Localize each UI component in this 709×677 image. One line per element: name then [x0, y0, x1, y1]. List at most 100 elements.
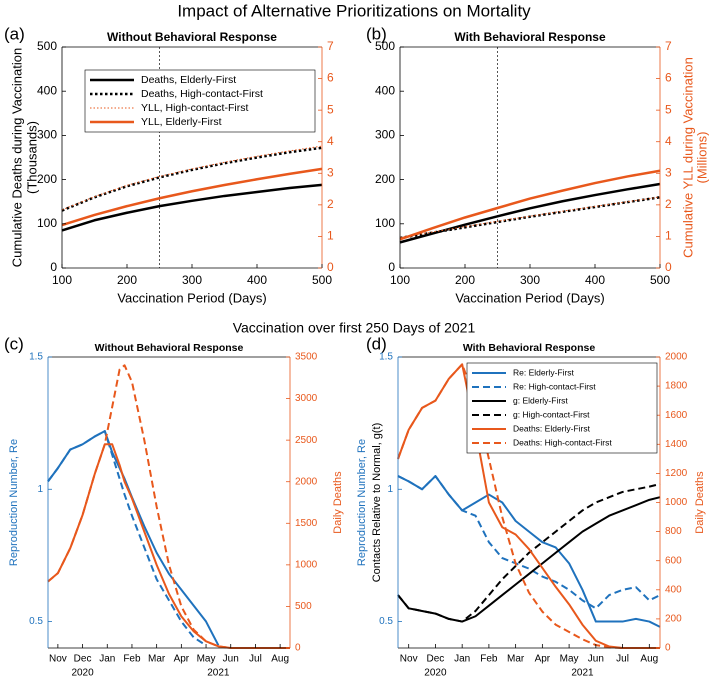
y2-tick-label: 1000: [295, 559, 318, 570]
series-line: [397, 475, 661, 628]
y-axis-label: (Thousands): [24, 121, 39, 194]
panel-label: (d): [366, 334, 387, 353]
x-tick-label: Aug: [271, 654, 289, 665]
x-tick-label: Jan: [454, 654, 470, 665]
legend-label: YLL, High-contact-First: [141, 102, 248, 114]
x-tick-label: 100: [390, 273, 410, 287]
series-line: [47, 430, 207, 647]
y2-tick-label: 2000: [295, 476, 318, 487]
y2-tick-label: 1500: [295, 518, 318, 529]
panel-label: (a): [4, 24, 25, 43]
y2-tick-label: 1600: [665, 410, 688, 421]
legend-label: Deaths, Elderly-First: [141, 74, 236, 86]
y-axis-label: Reproduction Number, Re: [356, 439, 368, 566]
y2-tick-label: 2: [327, 197, 334, 211]
y-tick-label: 300: [375, 128, 395, 142]
legend-label: g: High-contact-First: [513, 409, 590, 419]
y-tick-label: 0: [388, 260, 395, 274]
y2-tick-label: 3000: [295, 393, 318, 404]
y-tick-label: 200: [37, 172, 57, 186]
y2-tick-label: 1800: [665, 381, 688, 392]
y2-tick-label: 7: [327, 39, 334, 53]
y2-tick-label: 5: [665, 102, 672, 116]
panel-title: Without Behavioral Response: [95, 342, 244, 354]
panel-title: With Behavioral Response: [454, 30, 606, 44]
x-tick-label: 400: [247, 273, 267, 287]
y-tick-label: 400: [375, 83, 395, 97]
x-tick-label: Feb: [123, 654, 141, 665]
x-tick-label: Aug: [640, 654, 658, 665]
y-tick-label: 0.5: [29, 616, 43, 627]
series-line: [397, 475, 661, 610]
y2-tick-label: 3: [327, 165, 334, 179]
y2-axis-label: (Millions): [694, 132, 709, 184]
x-tick-label: May: [560, 654, 579, 665]
x-tick-label: 200: [117, 273, 137, 287]
y2-axis-label: Cumulative YLL during Vaccination: [680, 57, 695, 258]
x-tick-label: Feb: [480, 654, 498, 665]
y-tick-label: 100: [375, 216, 395, 230]
y2-tick-label: 3: [665, 165, 672, 179]
figure-title: Impact of Alternative Prioritizations on…: [177, 1, 531, 20]
x-axis-label: Vaccination Period (Days): [455, 290, 604, 305]
x-tick-label: Jul: [616, 654, 629, 665]
y2-tick-label: 1: [665, 229, 672, 243]
legend-label: Deaths: High-contact-First: [513, 437, 612, 447]
x-tick-label: 200: [455, 273, 475, 287]
y2-tick-label: 2: [665, 197, 672, 211]
x-tick-label: Nov: [49, 654, 67, 665]
legend-label: g: Elderly-First: [513, 395, 568, 405]
y2-tick-label: 1400: [665, 439, 688, 450]
panel-label: (c): [4, 334, 24, 353]
y2-tick-label: 2000: [665, 352, 688, 363]
y2-tick-label: 2500: [295, 435, 318, 446]
y-tick-label: 100: [37, 216, 57, 230]
legend-label: Re: Elderly-First: [513, 367, 575, 377]
x-tick-label: Jan: [99, 654, 115, 665]
y2-tick-label: 0: [327, 260, 334, 274]
x-tick-label: 400: [585, 273, 605, 287]
y-tick-label: 1: [37, 484, 43, 495]
legend-label: Re: High-contact-First: [513, 381, 596, 391]
x-tick-label: 500: [650, 273, 670, 287]
x-axis-label: Vaccination Period (Days): [117, 290, 266, 305]
x-tick-label: Dec: [427, 654, 445, 665]
x-year-label: 2020: [71, 668, 94, 677]
section-title: Vaccination over first 250 Days of 2021: [233, 320, 476, 336]
y2-tick-label: 6: [665, 71, 672, 85]
series-line: [61, 167, 323, 227]
series-line: [399, 169, 661, 241]
series-line: [397, 483, 661, 623]
y3-axis-label: Contacts Relative to Normal, g(t): [371, 423, 383, 583]
y-tick-label: 400: [37, 83, 57, 97]
series-line: [47, 364, 290, 649]
legend-label: YLL, Elderly-First: [141, 116, 222, 128]
y-tick-label: 0: [50, 260, 57, 274]
y2-tick-label: 5: [327, 102, 334, 116]
x-tick-label: May: [197, 654, 216, 665]
y2-tick-label: 4: [665, 134, 672, 148]
y2-tick-label: 4: [327, 134, 334, 148]
y2-tick-label: 1000: [665, 497, 688, 508]
y2-axis-label: Daily Deaths: [694, 471, 706, 534]
panel-title: With Behavioral Response: [463, 342, 596, 354]
x-tick-label: Mar: [507, 654, 525, 665]
y-axis-label: Reproduction Number, Re: [8, 439, 20, 566]
y2-tick-label: 500: [295, 601, 312, 612]
y-tick-label: 300: [37, 128, 57, 142]
x-tick-label: Apr: [174, 654, 190, 665]
y2-tick-label: 0: [665, 643, 671, 654]
x-tick-label: 300: [182, 273, 202, 287]
x-tick-label: Jun: [223, 654, 239, 665]
x-tick-label: Jul: [249, 654, 262, 665]
series-line: [61, 183, 323, 232]
y2-tick-label: 1200: [665, 468, 688, 479]
x-tick-label: 300: [520, 273, 540, 287]
y-tick-label: 1.5: [29, 352, 43, 363]
series-line: [61, 146, 323, 212]
series-line: [399, 196, 661, 240]
x-tick-label: 500: [312, 273, 332, 287]
x-year-label: 2020: [424, 668, 447, 677]
